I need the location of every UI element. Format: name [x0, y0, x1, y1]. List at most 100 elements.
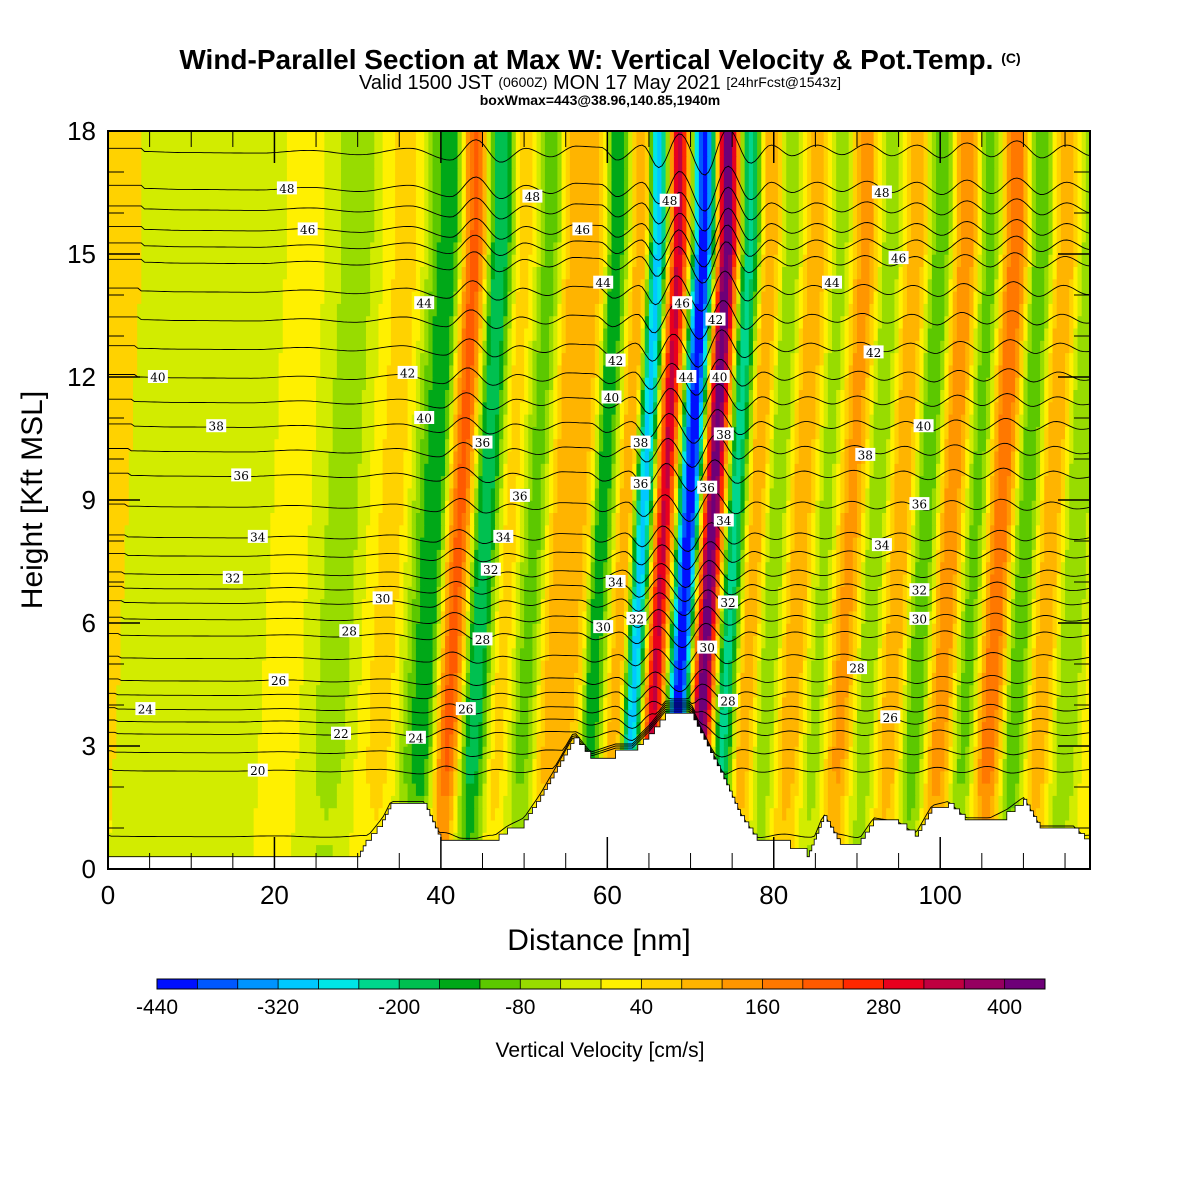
velocity-cell — [1065, 770, 1070, 784]
velocity-cell — [973, 659, 979, 673]
velocity-cell — [453, 635, 459, 649]
velocity-cell — [1073, 623, 1079, 636]
velocity-cell — [832, 746, 837, 759]
velocity-cell — [723, 635, 729, 649]
velocity-cell — [549, 672, 554, 686]
velocity-cell — [698, 647, 704, 661]
velocity-cell — [1081, 709, 1087, 723]
velocity-cell — [952, 672, 958, 686]
velocity-cell — [278, 659, 284, 673]
velocity-cell — [349, 819, 355, 833]
velocity-cell — [157, 807, 163, 821]
velocity-cell — [390, 623, 396, 636]
velocity-cell — [195, 770, 201, 784]
velocity-cell — [245, 795, 251, 809]
velocity-cell — [865, 659, 871, 673]
velocity-cell — [877, 746, 883, 759]
velocity-cell — [544, 635, 550, 649]
velocity-cell — [956, 709, 962, 723]
velocity-cell — [761, 696, 767, 710]
velocity-cell — [861, 733, 866, 747]
velocity-cell — [1052, 758, 1058, 772]
velocity-cell — [241, 733, 247, 747]
velocity-cell — [170, 709, 176, 723]
velocity-cell — [332, 733, 338, 747]
velocity-cell — [1060, 782, 1066, 796]
velocity-cell — [245, 770, 251, 784]
velocity-cell — [428, 684, 434, 698]
velocity-cell — [927, 647, 933, 661]
velocity-cell — [191, 758, 197, 772]
velocity-cell — [582, 635, 588, 649]
velocity-cell — [286, 610, 292, 624]
velocity-cell — [515, 659, 521, 673]
velocity-cell — [257, 684, 263, 698]
velocity-cell — [952, 733, 958, 747]
velocity-cell — [370, 807, 375, 821]
velocity-cell — [569, 721, 575, 735]
velocity-cell — [1010, 647, 1016, 661]
velocity-cell — [615, 733, 621, 747]
velocity-cell — [1023, 610, 1029, 624]
velocity-cell — [411, 647, 417, 661]
velocity-cell — [494, 684, 500, 698]
velocity-cell — [311, 782, 317, 796]
velocity-cell — [232, 758, 238, 772]
velocity-cell — [782, 832, 787, 846]
velocity-cell — [1069, 684, 1075, 698]
velocity-cell — [182, 733, 188, 747]
velocity-cell — [615, 721, 621, 735]
velocity-cell — [299, 647, 305, 661]
velocity-cell — [336, 647, 342, 661]
velocity-cell — [1015, 635, 1020, 649]
velocity-cell — [324, 696, 330, 710]
velocity-cell — [553, 610, 559, 624]
velocity-cell — [353, 696, 359, 710]
velocity-cell — [353, 672, 359, 686]
velocity-cell — [428, 758, 434, 772]
velocity-cell — [212, 758, 217, 772]
velocity-cell — [187, 782, 192, 796]
velocity-cell — [594, 672, 600, 686]
velocity-cell — [390, 672, 396, 686]
velocity-cell — [320, 832, 326, 846]
velocity-cell — [511, 733, 517, 747]
velocity-cell — [470, 746, 475, 759]
velocity-cell — [715, 746, 721, 759]
velocity-cell — [761, 782, 767, 796]
velocity-cell — [282, 647, 288, 661]
velocity-cell — [977, 770, 983, 784]
velocity-cell — [628, 635, 633, 649]
velocity-cell — [461, 746, 467, 759]
velocity-cell — [524, 672, 529, 686]
velocity-cell — [540, 610, 546, 624]
velocity-cell — [220, 696, 226, 710]
velocity-cell — [187, 610, 192, 624]
velocity-cell — [482, 819, 488, 833]
velocity-cell — [249, 770, 255, 784]
velocity-cell — [286, 733, 292, 747]
velocity-cell — [482, 672, 488, 686]
velocity-cell — [773, 819, 779, 833]
velocity-cell — [961, 696, 966, 710]
velocity-cell — [232, 770, 238, 784]
velocity-cell — [415, 610, 421, 624]
velocity-cell — [274, 647, 280, 661]
velocity-cell — [515, 746, 521, 759]
velocity-cell — [832, 733, 837, 747]
velocity-cell — [1077, 758, 1083, 772]
velocity-cell — [1027, 733, 1033, 747]
velocity-cell — [761, 721, 767, 735]
velocity-cell — [615, 684, 621, 698]
velocity-cell — [112, 684, 118, 698]
velocity-cell — [399, 709, 405, 723]
velocity-cell — [515, 696, 521, 710]
velocity-cell — [981, 807, 987, 821]
velocity-cell — [798, 721, 804, 735]
velocity-cell — [137, 770, 142, 784]
velocity-cell — [112, 598, 118, 612]
velocity-cell — [336, 684, 342, 698]
velocity-cell — [132, 770, 138, 784]
velocity-cell — [241, 819, 247, 833]
velocity-cell — [752, 623, 758, 636]
